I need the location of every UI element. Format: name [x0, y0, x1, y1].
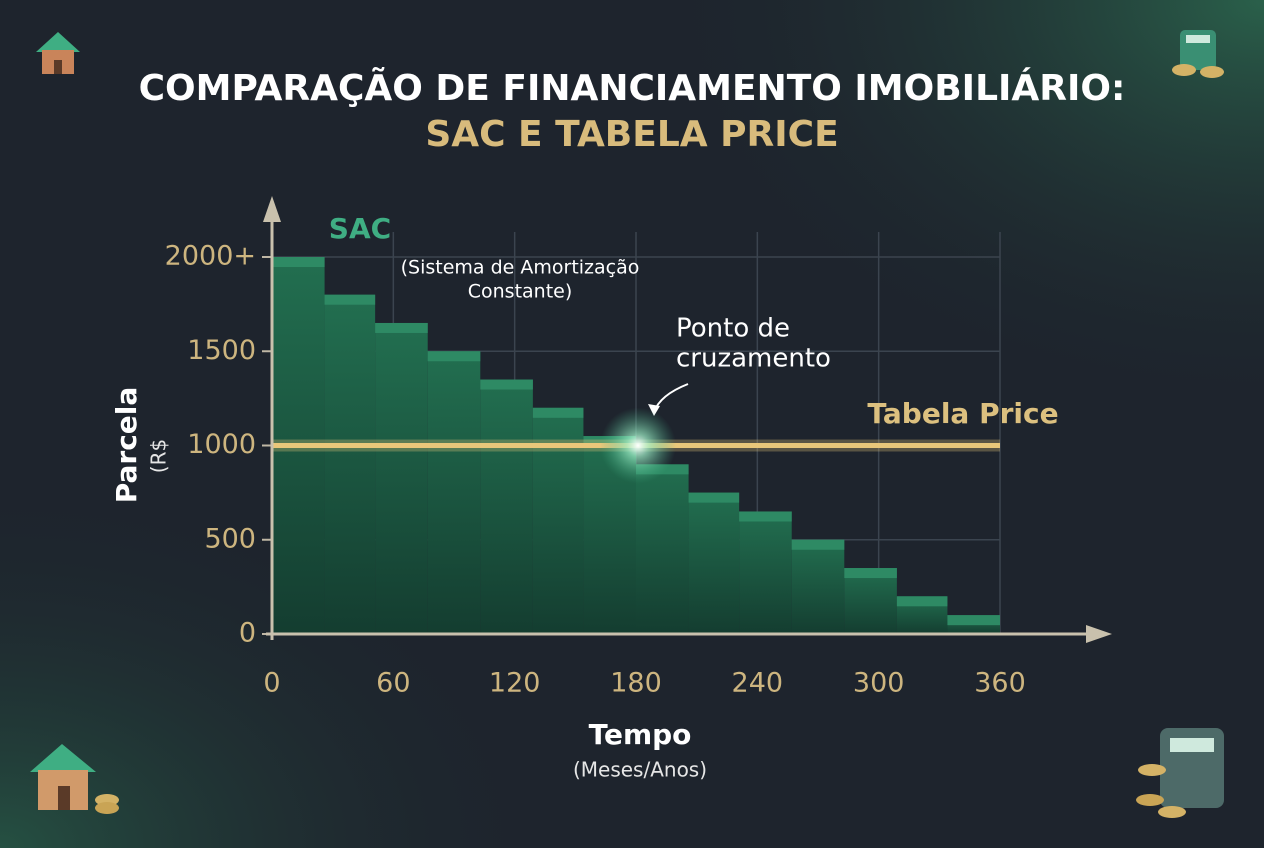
sac-note: Constante)	[468, 281, 573, 303]
sac-note: (Sistema de Amortização	[401, 257, 640, 279]
calculator-icon	[1136, 728, 1224, 818]
sac-step-edge	[739, 511, 792, 522]
x-tick-label: 120	[489, 668, 541, 699]
sac-step	[636, 464, 689, 634]
x-tick-label: 240	[732, 668, 784, 699]
sac-step-edge	[896, 596, 948, 607]
sac-step-edge	[532, 407, 584, 418]
x-axis-label: Tempo	[589, 718, 692, 751]
sac-step-edge	[947, 615, 1000, 626]
chart-title: COMPARAÇÃO DE FINANCIAMENTO IMOBILIÁRIO:	[139, 67, 1126, 109]
sac-step	[791, 539, 845, 634]
y-axis-note: (R$	[147, 439, 171, 473]
calculator-icon	[1172, 30, 1224, 78]
y-tick-label: 1000	[187, 429, 256, 460]
sac-step-edge	[324, 294, 376, 305]
house-icon	[36, 32, 80, 74]
series-label: Tabela Price	[867, 397, 1058, 430]
x-tick-label: 180	[610, 668, 662, 699]
sac-step	[688, 492, 740, 634]
house-icon	[30, 744, 119, 814]
sac-step-edge	[375, 322, 428, 333]
sac-step	[427, 351, 481, 634]
x-axis-note: (Meses/Anos)	[573, 758, 707, 782]
sac-step	[375, 322, 428, 634]
sac-step	[480, 379, 533, 634]
sac-step	[739, 511, 792, 634]
plot: 0 500 1000 1500 2000+ 0 60 120 180 240 300 360 SAC Ta…	[165, 196, 1112, 699]
y-axis-label: Parcela	[110, 387, 143, 504]
x-tick-label: 0	[263, 668, 280, 699]
x-tick-label: 300	[853, 668, 905, 699]
y-axis-arrow	[263, 196, 281, 222]
x-tick-label: 60	[376, 668, 410, 699]
y-tick-label: 1500	[187, 335, 256, 366]
sac-step-edge	[791, 539, 845, 550]
sac-step	[844, 568, 897, 634]
crossing-arrowhead	[648, 404, 660, 416]
sac-step-edge	[688, 492, 740, 503]
crossing-label: cruzamento	[676, 344, 831, 374]
crossing-label: Ponto de	[676, 314, 790, 344]
series-label: SAC	[329, 212, 391, 245]
sac-step-edge	[844, 568, 897, 579]
crossing-glow	[600, 407, 676, 484]
y-tick-label: 0	[239, 618, 256, 649]
sac-step-edge	[480, 379, 533, 390]
x-axis-arrow	[1086, 625, 1112, 643]
x-tick-label: 360	[974, 668, 1026, 699]
sac-step-edge	[427, 351, 481, 362]
y-tick-label: 500	[204, 523, 256, 554]
y-tick-label: 2000+	[165, 241, 256, 272]
sac-step-edge	[272, 257, 325, 267]
sac-step	[324, 294, 376, 634]
chart-subtitle: SAC E TABELA PRICE	[425, 114, 838, 155]
